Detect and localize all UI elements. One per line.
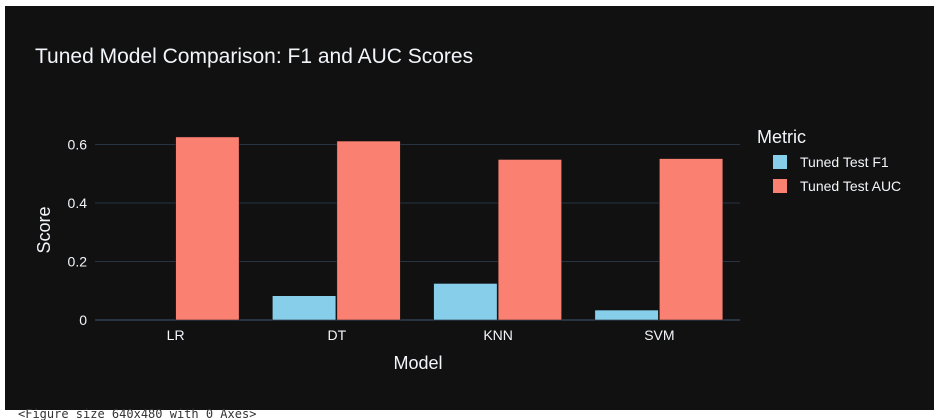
bar-knn-auc — [497, 159, 562, 321]
legend-item-label: Tuned Test AUC — [800, 178, 901, 194]
y-axis-title: Score — [34, 206, 54, 253]
legend[interactable]: Metric Tuned Test F1 Tuned Test AUC — [757, 127, 901, 194]
legend-swatch — [773, 155, 787, 169]
bars — [175, 136, 724, 321]
x-tick-label: DT — [328, 327, 347, 343]
x-tick-label: SVM — [644, 327, 674, 343]
legend-title: Metric — [757, 127, 806, 147]
console-output: <Figure size 640x480 with 0 Axes> — [18, 408, 257, 420]
x-tick-label: KNN — [483, 327, 513, 343]
chart-title: Tuned Model Comparison: F1 and AUC Score… — [35, 45, 473, 68]
ticks: 0 0.2 0.4 0.6 LR DT KNN SVM — [68, 137, 675, 343]
y-tick-label: 0 — [79, 312, 87, 328]
chart-svg: Tuned Model Comparison: F1 and AUC Score… — [34, 45, 901, 373]
x-tick-label: LR — [167, 327, 185, 343]
x-axis-title: Model — [393, 353, 442, 373]
bar-dt-auc — [336, 140, 401, 321]
legend-swatch — [773, 179, 787, 193]
y-tick-label: 0.2 — [68, 254, 88, 270]
bar-dt-f1 — [272, 295, 337, 321]
bar-knn-f1 — [433, 283, 498, 321]
bar-svm-auc — [659, 158, 724, 321]
bar-svm-f1 — [594, 309, 659, 321]
chart-background: Tuned Model Comparison: F1 and AUC Score… — [5, 6, 934, 410]
y-tick-label: 0.4 — [68, 195, 88, 211]
bar-lr-auc — [175, 136, 240, 321]
legend-item-label: Tuned Test F1 — [800, 154, 889, 170]
y-tick-label: 0.6 — [68, 137, 88, 153]
